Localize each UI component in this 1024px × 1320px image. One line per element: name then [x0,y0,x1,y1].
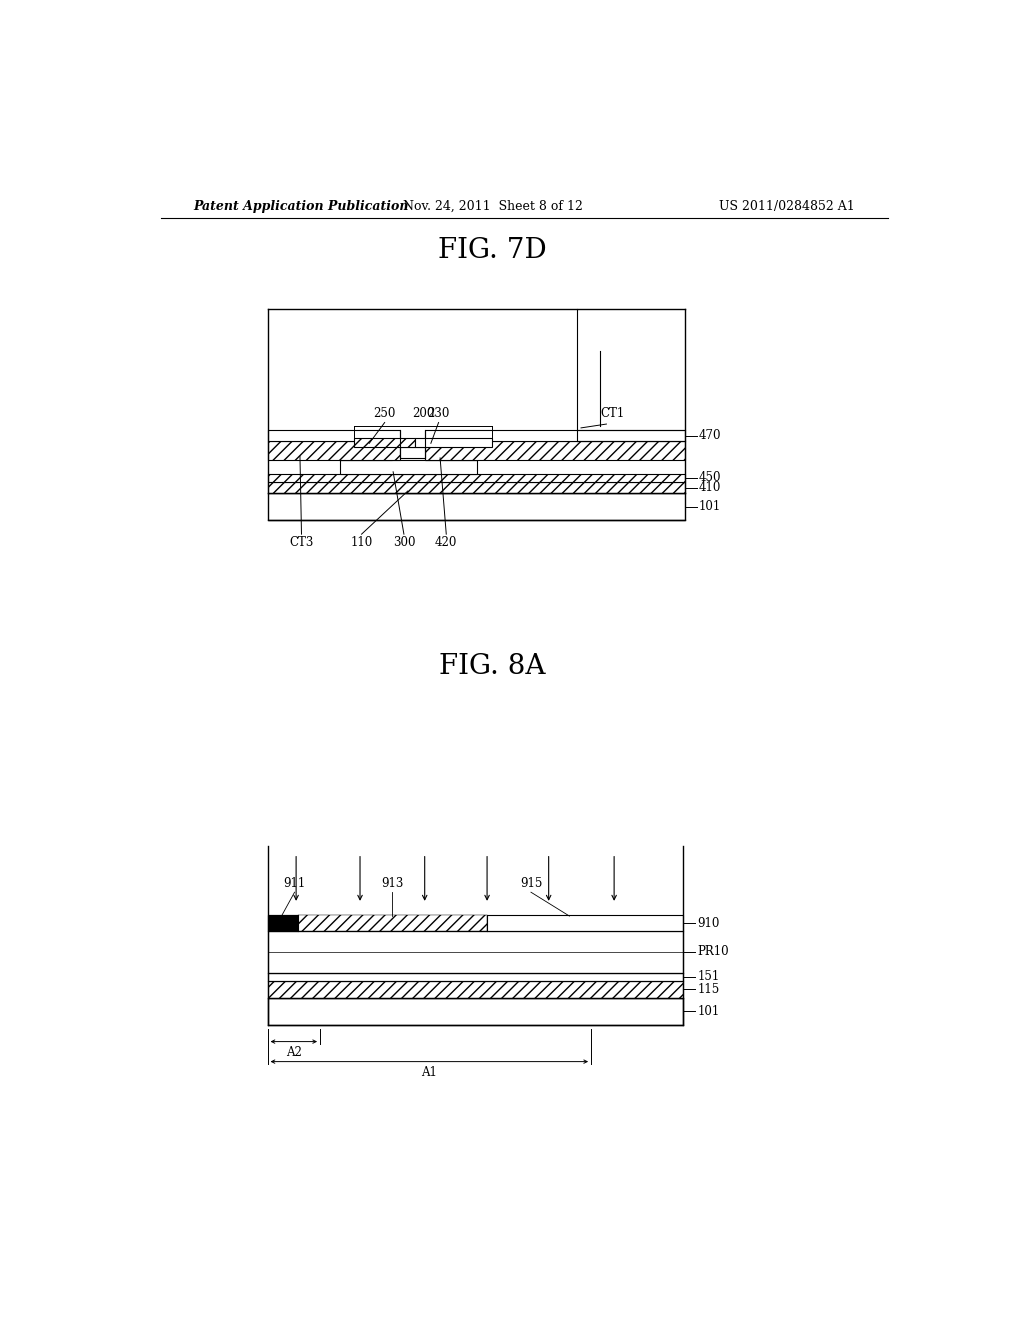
Text: 911: 911 [284,876,306,890]
Text: 910: 910 [697,916,720,929]
Text: 230: 230 [427,407,450,420]
Text: 250: 250 [374,407,396,420]
Text: 450: 450 [698,471,721,484]
Bar [267,931,683,973]
Bar [425,451,477,461]
Bar [267,494,685,520]
Text: 200: 200 [412,407,434,420]
Bar [267,441,400,461]
Text: 420: 420 [435,536,458,549]
Text: FIG. 7D: FIG. 7D [438,238,547,264]
Text: 101: 101 [698,500,721,513]
Text: A2: A2 [286,1047,302,1059]
Text: Nov. 24, 2011  Sheet 8 of 12: Nov. 24, 2011 Sheet 8 of 12 [402,199,583,213]
Bar [267,998,683,1024]
Bar [340,451,392,461]
Bar [267,915,298,931]
Text: PR10: PR10 [697,945,729,958]
Bar [267,482,685,494]
Text: Patent Application Publication: Patent Application Publication [194,199,410,213]
Text: 151: 151 [697,970,720,983]
Bar [425,441,685,461]
Bar [267,915,683,931]
Bar [267,430,400,441]
Bar [425,430,685,441]
Bar [416,438,493,447]
Text: 110: 110 [350,536,373,549]
Text: 913: 913 [381,876,403,890]
Bar [267,981,683,998]
Text: FIG. 8A: FIG. 8A [439,653,546,680]
Text: A1: A1 [422,1067,437,1080]
Text: 115: 115 [697,982,720,995]
Text: CT3: CT3 [290,536,313,549]
Text: 101: 101 [697,1005,720,1018]
Bar [400,447,425,458]
Text: CT1: CT1 [600,407,625,420]
Text: 300: 300 [392,536,415,549]
Text: 470: 470 [698,429,721,442]
Bar [298,915,487,931]
Text: 410: 410 [698,480,721,494]
Bar [340,461,477,474]
Bar [354,438,416,447]
Bar [267,474,685,482]
Text: 915: 915 [520,876,542,890]
Bar [267,973,683,981]
Text: US 2011/0284852 A1: US 2011/0284852 A1 [719,199,854,213]
Bar [356,483,460,494]
